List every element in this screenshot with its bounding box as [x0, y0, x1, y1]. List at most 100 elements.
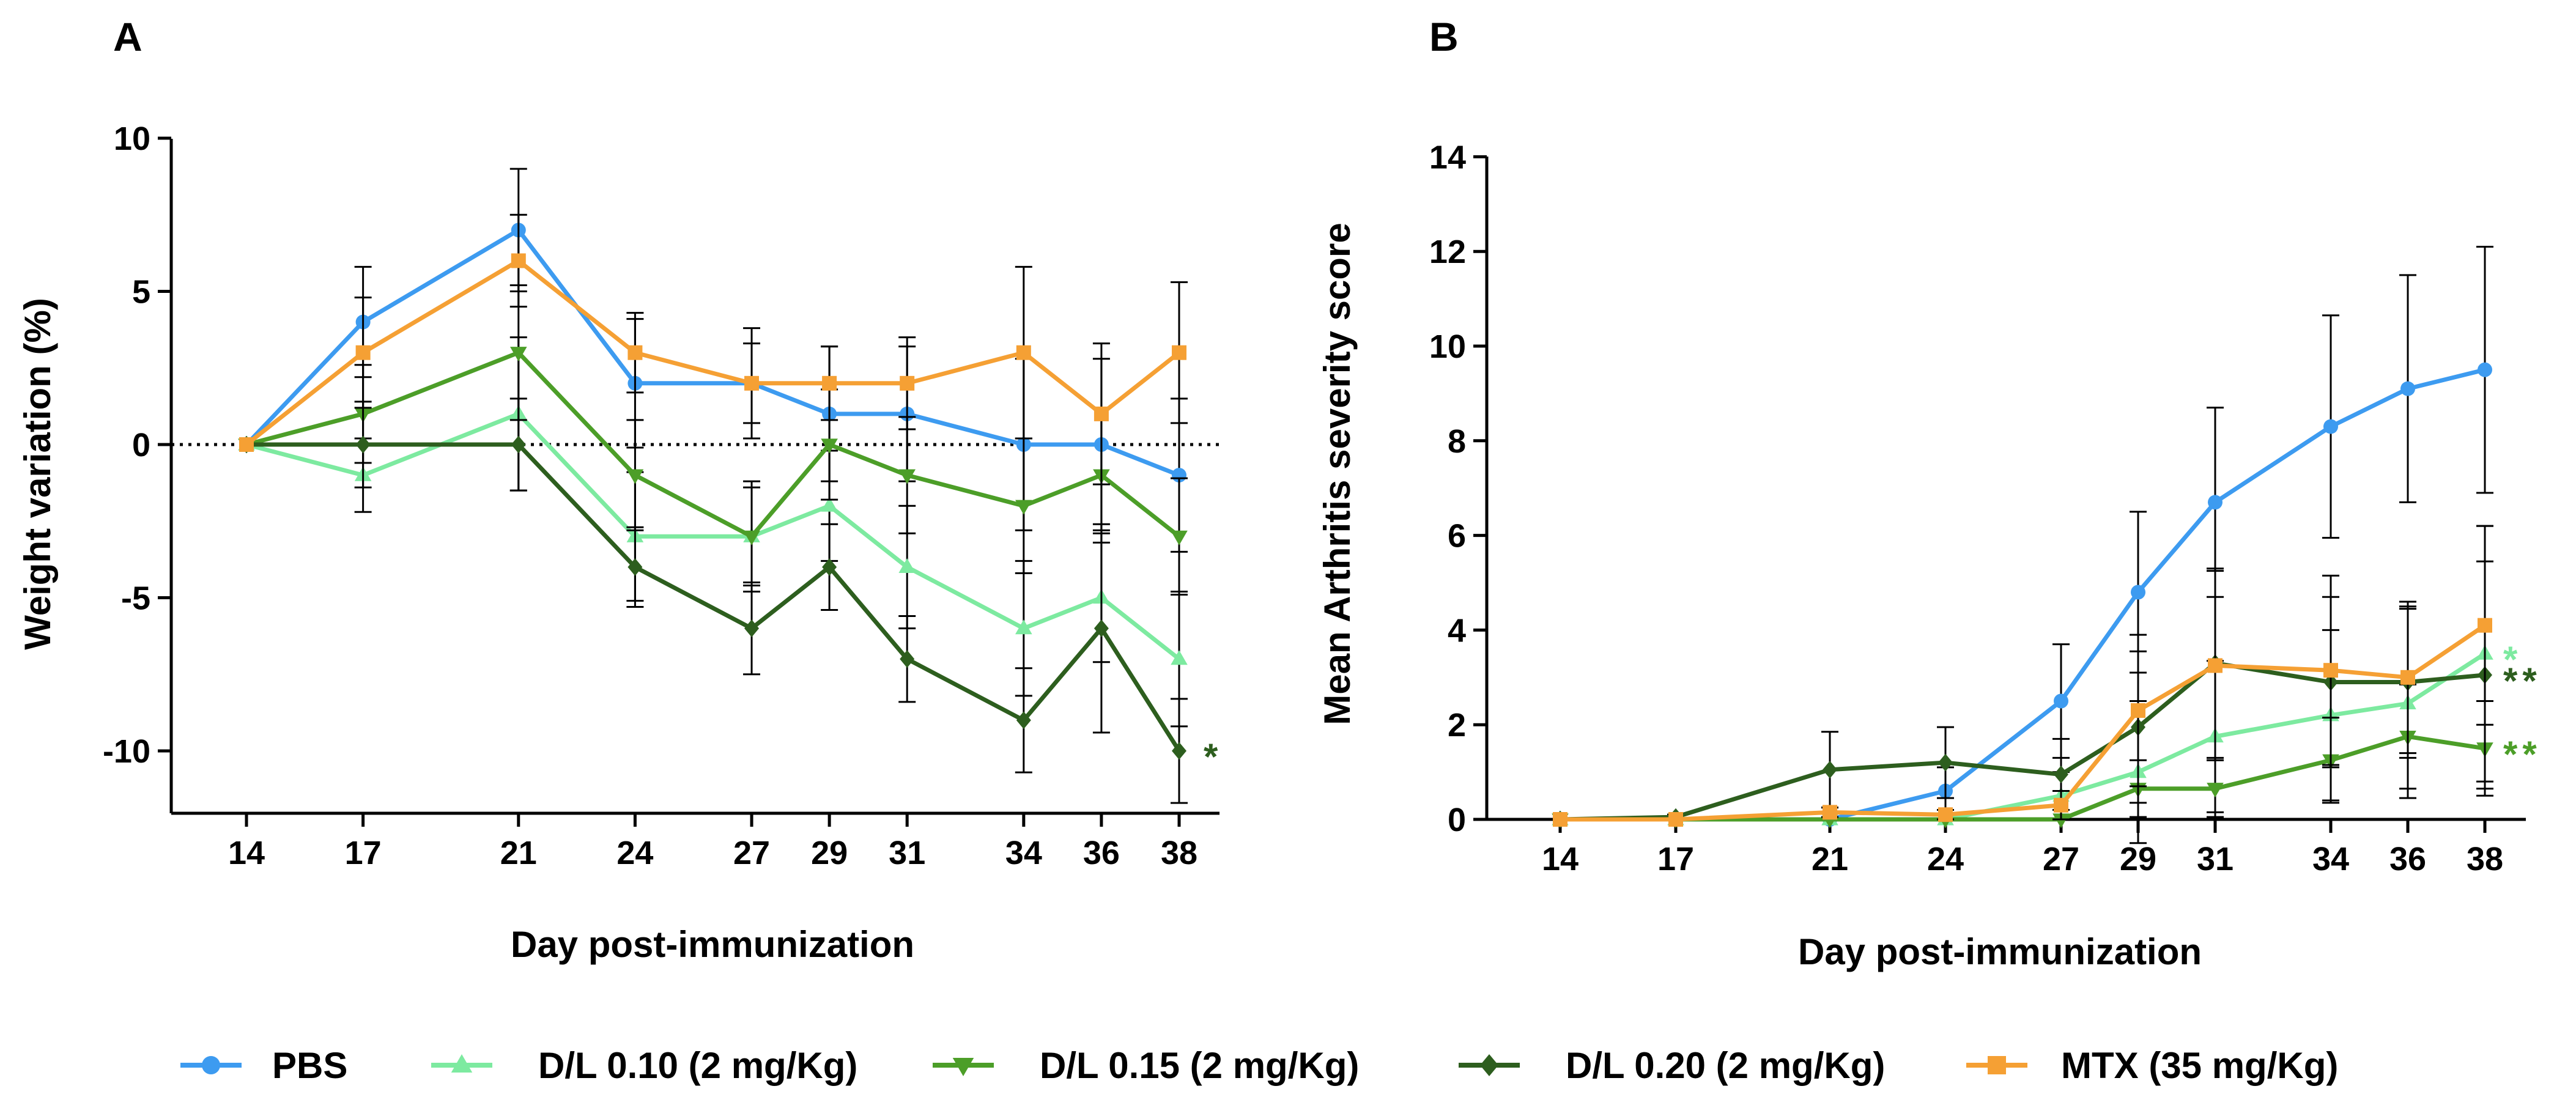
data-point [1015, 619, 1032, 635]
y-tick-label: 6 [1448, 518, 1466, 555]
data-point [1171, 650, 1188, 665]
data-point [2131, 585, 2145, 600]
x-tick-label: 31 [889, 835, 925, 871]
legend-label: D/L 0.20 (2 mg/Kg) [1566, 1045, 1885, 1086]
panel-a-x-axis-title: Day post-immunization [511, 924, 914, 965]
x-tick-label: 34 [1005, 835, 1042, 871]
legend-marker [451, 1054, 473, 1073]
y-tick-label: 0 [1448, 802, 1466, 838]
data-point [1171, 742, 1186, 760]
x-tick-label: 17 [1657, 841, 1694, 877]
data-point [744, 375, 760, 391]
panel-a-y-axis-title: Weight variation (%) [17, 298, 58, 650]
series-line [1560, 734, 2485, 822]
data-point [1823, 761, 1837, 779]
x-tick-label: 29 [2120, 841, 2156, 877]
series-pbs [239, 168, 1188, 553]
series-dl010 [238, 336, 1188, 728]
legend-label: PBS [272, 1045, 347, 1086]
data-point [1938, 753, 1953, 772]
legend-label: D/L 0.15 (2 mg/Kg) [1040, 1045, 1359, 1086]
series-line [246, 412, 1181, 661]
legend-label: D/L 0.10 (2 mg/Kg) [538, 1045, 857, 1086]
y-tick-label: -5 [121, 580, 150, 617]
panel-a-x-ticks: 14 17 21 24 27 29 31 34 36 38 [228, 813, 1197, 871]
data-point [2323, 663, 2338, 678]
series-dl010 [1552, 525, 2493, 844]
x-tick-label: 38 [1161, 835, 1197, 871]
legend-marker [952, 1058, 974, 1076]
data-point [627, 558, 643, 576]
significance-marker: ** [2503, 734, 2542, 775]
data-point [821, 438, 838, 454]
data-point [2478, 362, 2492, 377]
data-point [2208, 658, 2223, 673]
data-point [1015, 500, 1032, 515]
data-point [2052, 813, 2070, 829]
data-point [1553, 812, 1567, 827]
y-tick-label: 4 [1448, 612, 1466, 649]
y-tick-label: 14 [1429, 139, 1466, 175]
x-tick-label: 38 [2467, 841, 2503, 877]
legend-marker [1480, 1054, 1498, 1076]
legend-item-pbs: PBS [180, 1045, 347, 1086]
data-point [626, 469, 644, 484]
legend-marker [202, 1056, 220, 1074]
significance-marker: * [1204, 736, 1223, 777]
y-tick-label: 0 [132, 427, 150, 464]
series-dl015 [238, 284, 1188, 596]
series-line [246, 442, 1181, 752]
legend-item-dl020: D/L 0.20 (2 mg/Kg) [1459, 1045, 1885, 1086]
data-point [1823, 805, 1837, 820]
panel-b-letter: B [1429, 14, 1459, 59]
data-point [509, 347, 527, 362]
x-tick-label: 29 [811, 835, 848, 871]
data-point [2054, 693, 2068, 709]
data-point [511, 253, 526, 268]
data-point [1171, 345, 1186, 360]
data-point [2207, 783, 2224, 798]
data-point [1171, 530, 1188, 545]
panel-a-chart: A 10 5 0 -5 -10 14 17 21 24 27 29 31 34 36 38 * Day p… [17, 14, 1223, 965]
legend-item-mtx: MTX (35 mg/Kg) [1966, 1045, 2338, 1086]
series-line [246, 350, 1181, 539]
data-point [822, 558, 837, 576]
data-point [1016, 345, 1031, 360]
x-tick-label: 36 [2389, 841, 2426, 877]
y-tick-label: 10 [114, 120, 150, 157]
data-point [355, 345, 371, 360]
legend-label: MTX (35 mg/Kg) [2061, 1045, 2338, 1086]
x-tick-label: 21 [500, 835, 537, 871]
panel-b-x-ticks: 14 17 21 24 27 29 31 34 36 38 [1542, 819, 2503, 877]
data-point [821, 497, 838, 512]
significance-marker: * [2503, 639, 2522, 680]
y-tick-label: 5 [132, 274, 150, 311]
x-tick-label: 31 [2197, 841, 2234, 877]
legend: PBS D/L 0.10 (2 mg/Kg) D/L 0.15 (2 mg/Kg) D… [180, 1045, 2338, 1086]
data-point [355, 435, 371, 454]
data-point [627, 345, 643, 360]
panel-b-annotations: ***** [2503, 639, 2542, 775]
data-point [2054, 766, 2068, 783]
series-dl020 [239, 397, 1188, 804]
data-point [1668, 812, 1683, 827]
data-point [1094, 406, 1109, 421]
series-pbs [1553, 245, 2493, 827]
series-mtx [239, 213, 1188, 486]
data-point [743, 530, 760, 545]
data-point [898, 558, 916, 573]
data-point [1094, 619, 1109, 637]
series-line [1560, 367, 2485, 822]
panel-b-y-axis-title: Mean Arthritis severity score [1317, 223, 1358, 725]
data-point [2400, 670, 2415, 685]
data-point [1016, 711, 1031, 729]
x-tick-label: 34 [2312, 841, 2349, 877]
data-point [2400, 381, 2415, 396]
data-point [900, 650, 915, 668]
x-tick-label: 27 [2043, 841, 2079, 877]
y-tick-label: 12 [1429, 234, 1466, 270]
data-point [2208, 495, 2223, 510]
data-point [898, 469, 916, 484]
